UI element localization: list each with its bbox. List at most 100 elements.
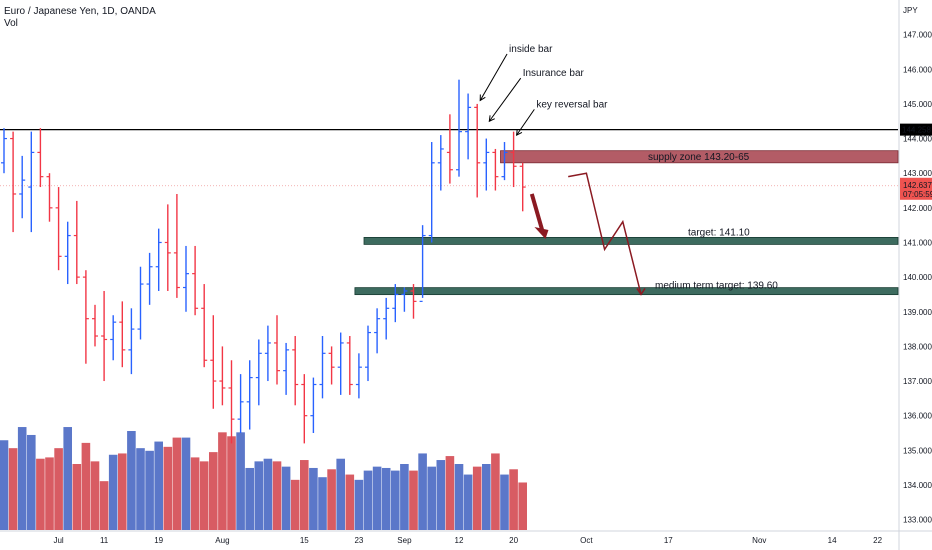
price-tick-label: 145.000 bbox=[903, 100, 932, 109]
currency-label: JPY bbox=[903, 6, 918, 15]
price-tick-label: 133.000 bbox=[903, 516, 932, 525]
volume-bar bbox=[163, 446, 173, 530]
price-tick-label: 138.000 bbox=[903, 342, 932, 351]
projection-path bbox=[568, 172, 642, 295]
annotation-label: inside bar bbox=[509, 44, 553, 55]
volume-bar bbox=[345, 474, 355, 530]
time-tick-label: 19 bbox=[154, 536, 163, 545]
time-tick-label: 22 bbox=[873, 536, 882, 545]
price-tick-label: 142.000 bbox=[903, 204, 932, 213]
volume-bar bbox=[445, 456, 455, 530]
time-tick-label: 20 bbox=[509, 536, 518, 545]
time-tick-label: Nov bbox=[752, 536, 766, 545]
volume-bar bbox=[99, 481, 109, 530]
volume-bar bbox=[172, 437, 182, 530]
volume-bar bbox=[436, 460, 446, 530]
volume-bar bbox=[245, 467, 254, 530]
chart-title: Euro / Japanese Yen, 1D, OANDA bbox=[4, 6, 156, 17]
volume-bar bbox=[354, 479, 364, 530]
volume-bar bbox=[90, 461, 100, 530]
volume-bar bbox=[209, 452, 218, 530]
projection-arrowhead bbox=[534, 227, 549, 240]
volume-bar bbox=[236, 432, 245, 530]
volume-bar bbox=[0, 440, 9, 530]
volume-bar bbox=[17, 427, 27, 530]
projection-arrow-shaft bbox=[529, 193, 545, 232]
volume-bar bbox=[518, 482, 527, 530]
volume-bar bbox=[81, 442, 91, 530]
annotation-label: Insurance bar bbox=[523, 68, 585, 79]
time-tick-label: Aug bbox=[215, 536, 229, 545]
volume-bar bbox=[272, 461, 282, 530]
volume-bar bbox=[363, 470, 373, 530]
volume-bar bbox=[218, 432, 227, 530]
annotation-arrowhead bbox=[488, 115, 495, 123]
countdown-label: 07:05:59 bbox=[903, 190, 932, 199]
volume-bar bbox=[27, 434, 36, 530]
price-tick-label: 135.000 bbox=[903, 446, 932, 455]
target-zone[interactable] bbox=[363, 237, 899, 245]
volume-bar bbox=[509, 469, 518, 530]
volume-bar bbox=[127, 431, 136, 530]
volume-bar bbox=[318, 477, 327, 530]
volume-bar bbox=[300, 460, 309, 530]
volume-bar bbox=[491, 453, 500, 530]
volume-bar bbox=[227, 436, 236, 530]
volume-bar bbox=[263, 458, 273, 530]
time-tick-label: 14 bbox=[828, 536, 837, 545]
volume-bar bbox=[409, 470, 418, 530]
last-price-tag bbox=[900, 177, 932, 200]
volume-bar bbox=[63, 427, 72, 530]
resistance-price-label: 144.258 bbox=[902, 126, 931, 135]
time-tick-label: 11 bbox=[100, 536, 109, 545]
supply-zone-label: supply zone 143.20-65 bbox=[648, 152, 750, 163]
volume-bar bbox=[500, 474, 509, 530]
volume-bar bbox=[336, 458, 345, 530]
volume-bar bbox=[454, 464, 464, 530]
volume-label: Vol bbox=[4, 18, 18, 29]
volume-bar bbox=[309, 467, 318, 530]
volume-bar bbox=[181, 437, 191, 530]
last-price-label: 142.637 bbox=[903, 181, 932, 190]
volume-bar bbox=[8, 448, 18, 530]
volume-bar bbox=[381, 467, 391, 530]
price-tick-label: 141.000 bbox=[903, 238, 932, 247]
price-tick-label: 144.000 bbox=[903, 135, 932, 144]
annotation-arrowhead bbox=[479, 94, 486, 102]
volume-bar bbox=[391, 470, 400, 530]
volume-bar bbox=[108, 454, 118, 530]
annotation-label: key reversal bar bbox=[536, 99, 608, 110]
volume-bar bbox=[190, 457, 200, 530]
annotation-arrow bbox=[488, 77, 522, 122]
medium-target-zone[interactable] bbox=[354, 287, 899, 296]
supply-zone[interactable] bbox=[500, 150, 899, 164]
volume-bar bbox=[154, 441, 163, 530]
volume-bar bbox=[145, 450, 154, 530]
time-tick-label: 15 bbox=[300, 536, 309, 545]
volume-bar bbox=[400, 464, 409, 530]
resistance-price-tag bbox=[900, 123, 932, 136]
target-label: target: 141.10 bbox=[688, 227, 750, 238]
price-tick-label: 139.000 bbox=[903, 308, 932, 317]
time-tick-label: 17 bbox=[664, 536, 673, 545]
volume-bar bbox=[290, 479, 300, 530]
volume-bar bbox=[254, 461, 264, 530]
price-tick-label: 147.000 bbox=[903, 31, 932, 40]
price-tick-label: 136.000 bbox=[903, 412, 932, 421]
volume-bar bbox=[199, 461, 209, 530]
volume-bar bbox=[372, 466, 382, 530]
medium-target-label: medium term target: 139.60 bbox=[655, 281, 778, 292]
time-tick-label: Oct bbox=[580, 536, 593, 545]
volume-bar bbox=[327, 469, 336, 530]
volume-bar bbox=[54, 448, 63, 530]
volume-bar bbox=[45, 457, 54, 530]
volume-bar bbox=[136, 448, 145, 530]
time-tick-label: 23 bbox=[354, 536, 363, 545]
volume-bar bbox=[482, 464, 491, 530]
volume-bar bbox=[281, 466, 291, 530]
volume-bar bbox=[463, 474, 473, 530]
volume-bar bbox=[118, 453, 127, 530]
price-tick-label: 137.000 bbox=[903, 377, 932, 386]
time-tick-label: Jul bbox=[53, 536, 63, 545]
